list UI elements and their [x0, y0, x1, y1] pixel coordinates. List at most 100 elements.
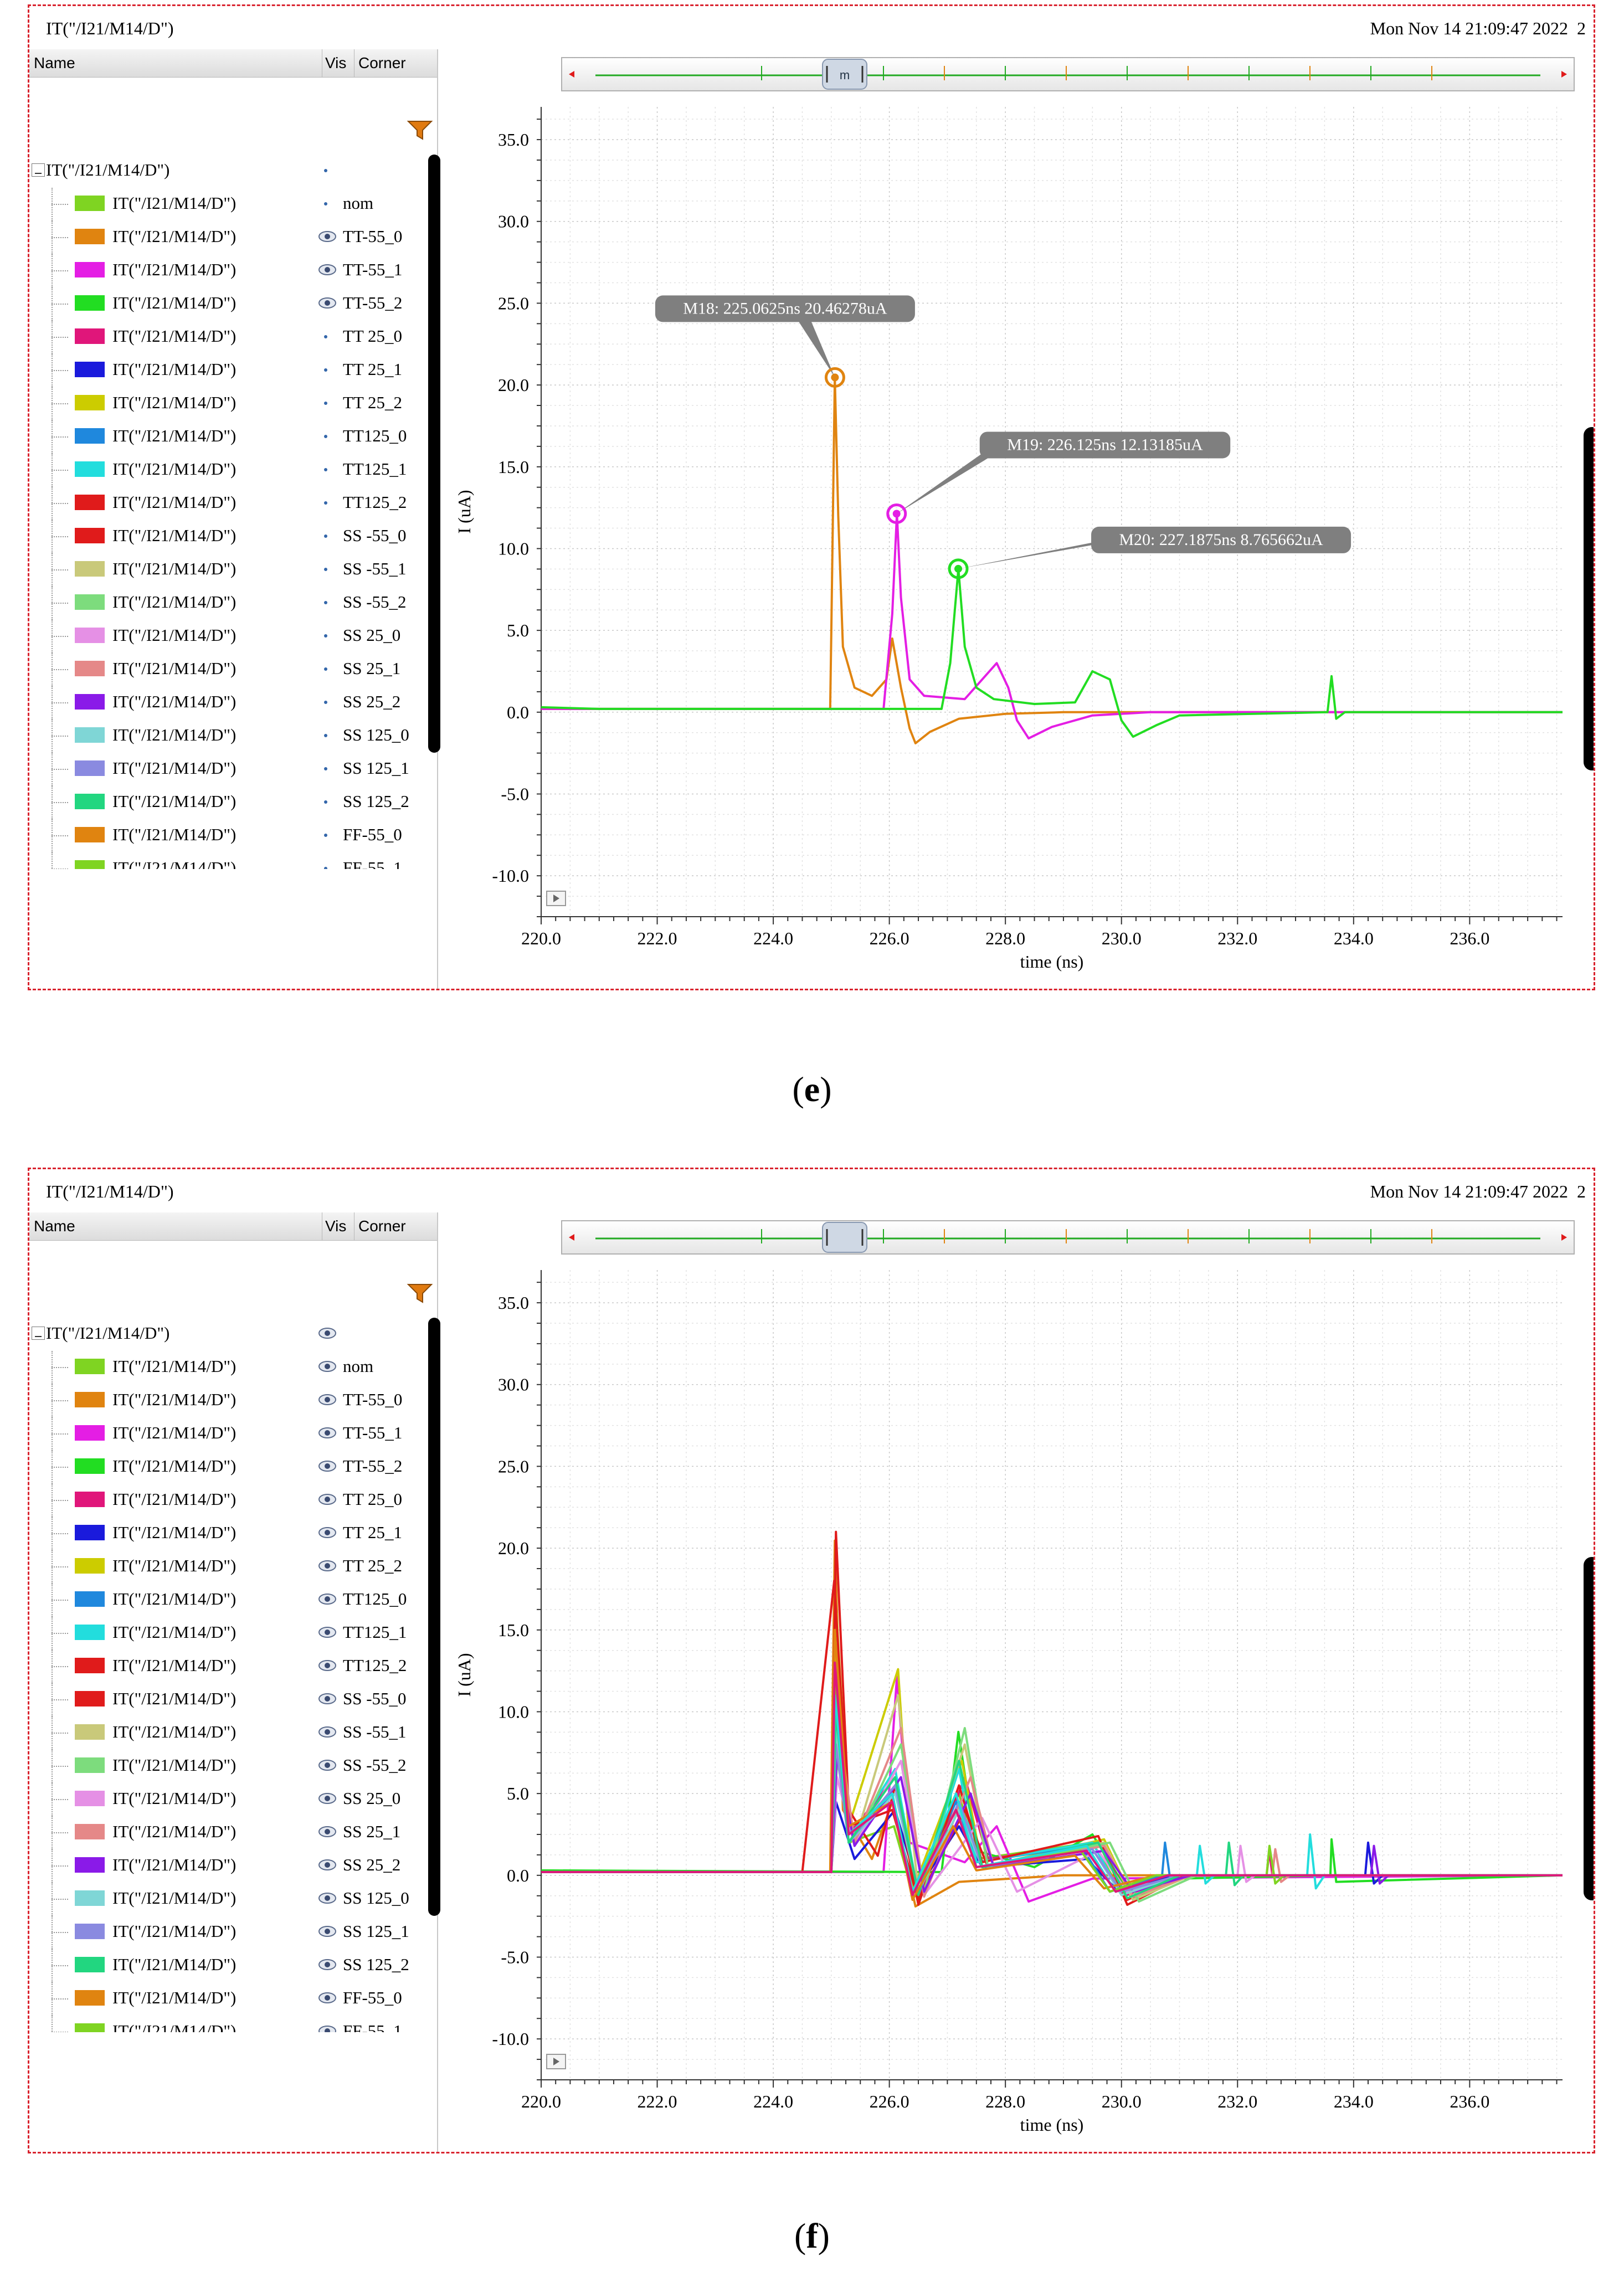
- visibility-eye-icon[interactable]: [317, 1988, 337, 2008]
- legend-row[interactable]: IT("/I21/M14/D") TT 25_2: [29, 387, 417, 420]
- legend-row[interactable]: IT("/I21/M14/D") SS 125_1: [29, 753, 417, 786]
- hidden-dot-icon[interactable]: [324, 435, 327, 438]
- visibility-eye-icon[interactable]: [317, 1489, 337, 1509]
- legend-group-row[interactable]: IT("/I21/M14/D"): [29, 155, 417, 188]
- visibility-eye-icon[interactable]: [317, 1556, 337, 1576]
- legend-row[interactable]: IT("/I21/M14/D") FF-55_1: [29, 852, 417, 869]
- legend-row[interactable]: IT("/I21/M14/D") TT-55_0: [29, 1384, 417, 1417]
- hidden-dot-icon[interactable]: [324, 767, 327, 770]
- plot-scrollbar[interactable]: [1584, 1557, 1594, 1900]
- hidden-dot-icon[interactable]: [324, 368, 327, 372]
- visibility-eye-icon[interactable]: [317, 2021, 337, 2032]
- legend-row[interactable]: IT("/I21/M14/D") SS 125_1: [29, 1916, 417, 1949]
- visibility-eye-icon[interactable]: [317, 1589, 337, 1609]
- legend-scrollbar[interactable]: [428, 155, 440, 753]
- hidden-dot-icon[interactable]: [324, 667, 327, 671]
- series-line-TT-55_1[interactable]: [541, 1675, 1563, 1903]
- hidden-dot-icon[interactable]: [324, 701, 327, 704]
- legend-row[interactable]: IT("/I21/M14/D") TT125_1: [29, 1617, 417, 1650]
- timeline-navigator[interactable]: [561, 1220, 1575, 1255]
- series-line-SS--55_1[interactable]: [541, 1694, 1563, 1901]
- hidden-dot-icon[interactable]: [324, 568, 327, 571]
- legend-row[interactable]: IT("/I21/M14/D") SS 25_2: [29, 1849, 417, 1883]
- legend-row[interactable]: IT("/I21/M14/D") TT-55_0: [29, 221, 417, 254]
- collapse-toggle-icon[interactable]: [32, 1327, 45, 1340]
- legend-row[interactable]: IT("/I21/M14/D") TT 25_1: [29, 1517, 417, 1550]
- legend-row[interactable]: IT("/I21/M14/D") SS -55_2: [29, 1750, 417, 1783]
- legend-row[interactable]: IT("/I21/M14/D") SS 125_0: [29, 1883, 417, 1916]
- visibility-eye-icon[interactable]: [317, 1921, 337, 1941]
- legend-row[interactable]: IT("/I21/M14/D") TT-55_2: [29, 1451, 417, 1484]
- visibility-eye-icon[interactable]: [317, 1955, 337, 1975]
- series-line-SS-25_1[interactable]: [541, 1710, 1563, 1898]
- visibility-eye-icon[interactable]: [317, 293, 337, 313]
- scroll-right-icon[interactable]: [1561, 71, 1567, 78]
- name-column-header[interactable]: Name: [34, 1217, 75, 1235]
- legend-row[interactable]: IT("/I21/M14/D") FF-55_1: [29, 2016, 417, 2032]
- legend-row[interactable]: IT("/I21/M14/D") SS 25_1: [29, 1816, 417, 1849]
- plot-scrollbar[interactable]: [1584, 427, 1594, 770]
- legend-row[interactable]: IT("/I21/M14/D") SS -55_0: [29, 520, 417, 553]
- legend-row[interactable]: IT("/I21/M14/D") nom: [29, 188, 417, 221]
- visibility-eye-icon[interactable]: [317, 260, 337, 280]
- scroll-right-icon[interactable]: [1561, 1234, 1567, 1241]
- legend-row[interactable]: IT("/I21/M14/D") TT125_0: [29, 420, 417, 454]
- visibility-eye-icon[interactable]: [317, 1356, 337, 1376]
- legend-row[interactable]: IT("/I21/M14/D") SS 125_2: [29, 1949, 417, 1982]
- legend-row[interactable]: IT("/I21/M14/D") SS 25_1: [29, 653, 417, 686]
- corner-column-header[interactable]: Corner: [358, 54, 406, 71]
- visibility-eye-icon[interactable]: [317, 1722, 337, 1742]
- legend-row[interactable]: IT("/I21/M14/D") TT-55_1: [29, 1417, 417, 1451]
- legend-row[interactable]: IT("/I21/M14/D") TT125_0: [29, 1584, 417, 1617]
- legend-row[interactable]: IT("/I21/M14/D") SS 125_0: [29, 719, 417, 753]
- visibility-eye-icon[interactable]: [317, 1888, 337, 1908]
- legend-row[interactable]: IT("/I21/M14/D") TT 25_1: [29, 354, 417, 387]
- name-column-header[interactable]: Name: [34, 54, 75, 71]
- legend-row[interactable]: IT("/I21/M14/D") nom: [29, 1351, 417, 1384]
- series-line-FF-55_2[interactable]: [541, 1694, 1563, 1893]
- visibility-eye-icon[interactable]: [317, 1423, 337, 1443]
- legend-scrollbar[interactable]: [428, 1318, 440, 1916]
- visibility-eye-icon[interactable]: [317, 1855, 337, 1875]
- marker-M20[interactable]: M20: 227.1875ns 8.765662uA: [948, 526, 1351, 579]
- hidden-dot-icon[interactable]: [324, 634, 327, 638]
- zoom-thumb[interactable]: m: [822, 59, 867, 90]
- scroll-left-icon[interactable]: [569, 71, 574, 78]
- hidden-dot-icon[interactable]: [324, 202, 327, 205]
- series-line-FF-25_0[interactable]: [541, 1661, 1563, 1896]
- legend-row[interactable]: IT("/I21/M14/D") TT 25_2: [29, 1550, 417, 1584]
- legend-row[interactable]: IT("/I21/M14/D") TT125_2: [29, 487, 417, 520]
- legend-row[interactable]: IT("/I21/M14/D") FF-55_0: [29, 819, 417, 852]
- legend-row[interactable]: IT("/I21/M14/D") SS -55_1: [29, 553, 417, 587]
- legend-row[interactable]: IT("/I21/M14/D") TT125_2: [29, 1650, 417, 1683]
- visibility-eye-icon[interactable]: [317, 1523, 337, 1543]
- corner-column-header[interactable]: Corner: [358, 1217, 406, 1235]
- hidden-dot-icon[interactable]: [324, 734, 327, 737]
- legend-row[interactable]: IT("/I21/M14/D") SS -55_1: [29, 1716, 417, 1750]
- zoom-thumb[interactable]: [822, 1222, 867, 1253]
- visibility-eye-icon[interactable]: [317, 1656, 337, 1675]
- hidden-dot-icon[interactable]: [324, 169, 327, 172]
- filter-icon[interactable]: [406, 119, 434, 141]
- series-line-TT-55_1[interactable]: [541, 512, 1563, 740]
- visibility-eye-icon[interactable]: [317, 1788, 337, 1808]
- legend-row[interactable]: IT("/I21/M14/D") SS 25_0: [29, 1783, 417, 1816]
- visibility-eye-icon[interactable]: [317, 227, 337, 246]
- hidden-dot-icon[interactable]: [324, 335, 327, 338]
- hidden-dot-icon[interactable]: [324, 834, 327, 837]
- visibility-eye-icon[interactable]: [317, 1323, 337, 1343]
- hidden-dot-icon[interactable]: [324, 534, 327, 538]
- visibility-eye-icon[interactable]: [317, 1456, 337, 1476]
- marker-M18[interactable]: M18: 225.0625ns 20.46278uA: [655, 295, 915, 388]
- legend-row[interactable]: IT("/I21/M14/D") SS -55_2: [29, 587, 417, 620]
- scroll-left-icon[interactable]: [569, 1234, 574, 1241]
- series-line-SS-125_1[interactable]: [541, 1743, 1563, 1893]
- collapse-toggle-icon[interactable]: [32, 163, 45, 177]
- legend-row[interactable]: IT("/I21/M14/D") TT 25_0: [29, 1484, 417, 1517]
- legend-row[interactable]: IT("/I21/M14/D") SS 25_0: [29, 620, 417, 653]
- legend-row[interactable]: IT("/I21/M14/D") SS 125_2: [29, 786, 417, 819]
- hidden-dot-icon[interactable]: [324, 867, 327, 869]
- timeline-navigator[interactable]: m: [561, 57, 1575, 91]
- legend-row[interactable]: IT("/I21/M14/D") FF-55_0: [29, 1982, 417, 2016]
- visibility-eye-icon[interactable]: [317, 1689, 337, 1709]
